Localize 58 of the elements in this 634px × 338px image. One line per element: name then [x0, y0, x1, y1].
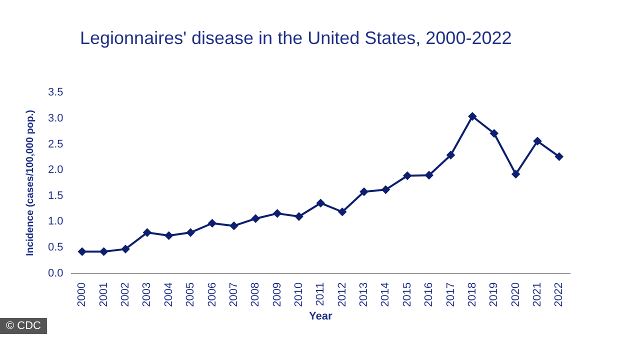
y-tick-label: 2.5 [48, 138, 64, 150]
x-tick-label: 2009 [271, 282, 284, 307]
chart-title: Legionnaires' disease in the United States, 2000-2022 [80, 28, 512, 49]
point [122, 245, 130, 254]
point [360, 188, 368, 196]
x-tick-label: 2005 [184, 282, 197, 307]
x-tick-label: 2019 [488, 282, 500, 307]
x-tick-label: 2016 [423, 282, 436, 307]
x-tick-label: 2000 [76, 282, 88, 307]
point [446, 151, 455, 160]
x-tick-label: 2001 [98, 282, 110, 307]
point [143, 228, 152, 237]
x-axis-title: Year [309, 310, 333, 322]
point [100, 248, 108, 256]
y-tick-label: 0.5 [48, 242, 64, 254]
x-tick-label: 2015 [401, 282, 414, 307]
x-tick-label: 2003 [141, 282, 154, 307]
point [230, 222, 238, 230]
x-tick-label: 2013 [358, 282, 370, 307]
y-tick-label: 3.0 [48, 112, 64, 124]
point [186, 228, 195, 237]
x-tick-label: 2004 [162, 282, 175, 307]
x-tick-label: 2020 [510, 282, 522, 307]
x-tick-label: 2006 [206, 282, 218, 307]
point [490, 129, 498, 138]
y-tick-label: 0.0 [48, 267, 64, 280]
y-tick-label: 3.5 [48, 86, 64, 99]
y-tick-label: 1.0 [48, 216, 64, 228]
point [382, 186, 390, 194]
point [252, 214, 260, 223]
x-tick-label: 2017 [444, 282, 457, 307]
point [533, 137, 542, 146]
point [78, 248, 86, 256]
x-tick-label: 2010 [292, 282, 305, 307]
x-tick-label: 2022 [553, 282, 566, 307]
x-tick-label: 2008 [250, 282, 262, 307]
x-tick-label: 2007 [228, 282, 240, 307]
point [208, 219, 216, 228]
point [468, 112, 476, 120]
point [425, 171, 434, 180]
x-tick-label: 2011 [314, 282, 327, 306]
text: © CDC [0, 318, 47, 334]
point [294, 212, 303, 221]
x-tick-label: 2002 [120, 282, 132, 307]
x-tick-label: 2021 [532, 282, 544, 307]
point [316, 199, 325, 208]
x-tick-label: 2014 [380, 282, 392, 307]
point [403, 172, 412, 180]
point [273, 209, 282, 218]
point [512, 170, 520, 178]
y-tick-label: 1.5 [48, 190, 64, 202]
x-tick-label: 2012 [336, 282, 348, 307]
point [164, 232, 173, 240]
y-tick-label: 2.0 [48, 164, 64, 176]
point [555, 152, 564, 161]
point [338, 208, 346, 216]
x-tick-label: 2018 [466, 282, 478, 307]
y-axis-title: Incidence (cases/100,000 pop.) [24, 110, 36, 256]
